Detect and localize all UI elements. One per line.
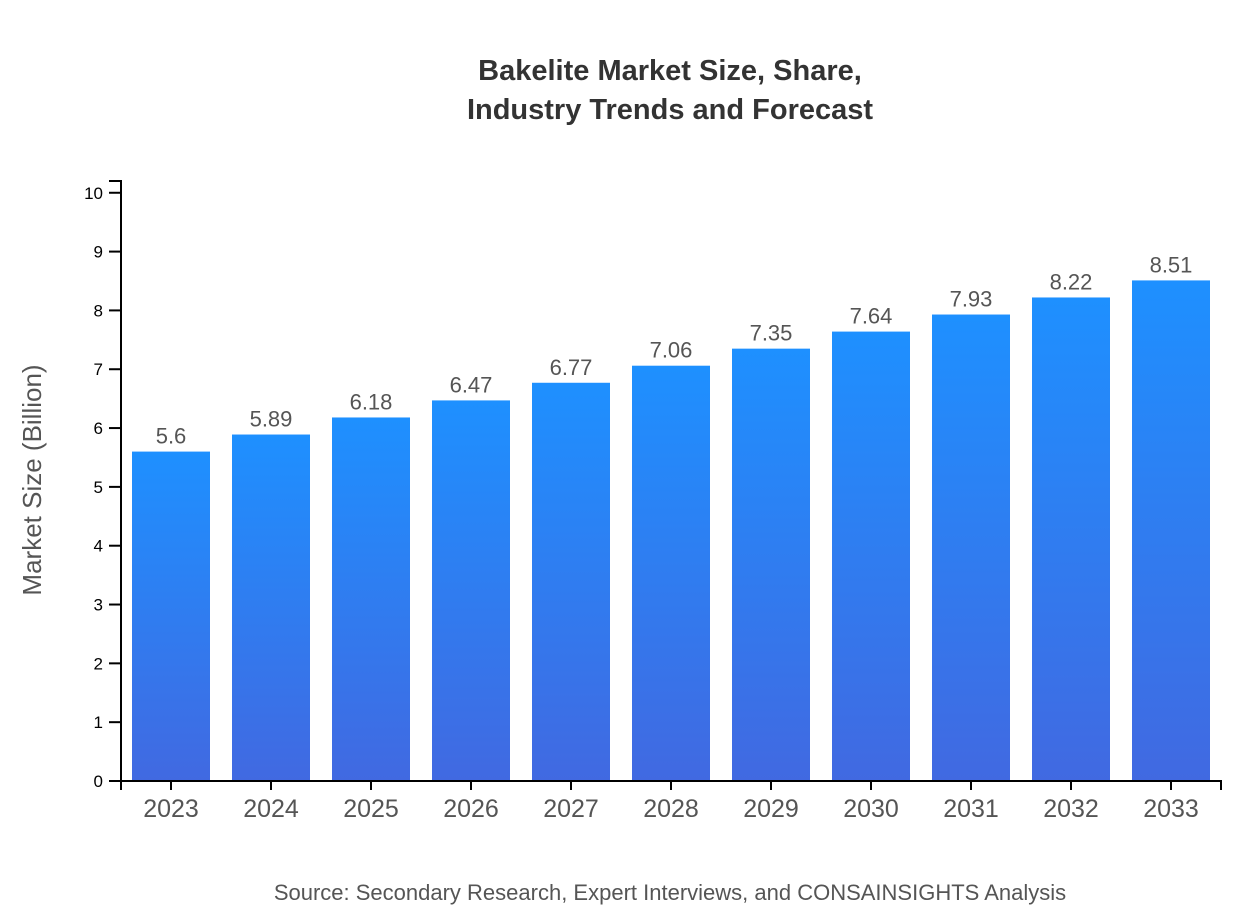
data-label-2031: 7.93 (950, 287, 993, 312)
bar-2025 (332, 417, 410, 781)
bar-2027 (532, 382, 610, 781)
chart-title-line-1: Bakelite Market Size, Share, (478, 55, 862, 87)
data-label-2029: 7.35 (750, 321, 793, 346)
bar-2029 (732, 348, 810, 781)
y-tick-label-0: 0 (94, 772, 103, 791)
x-tick-label-2032: 2032 (1043, 795, 1099, 823)
y-axis-label: Market Size (Billion) (17, 364, 47, 595)
bar-2030 (832, 331, 910, 781)
data-label-2026: 6.47 (450, 372, 493, 397)
y-tick-label-2: 2 (94, 654, 103, 673)
x-tick-label-2030: 2030 (843, 795, 899, 823)
source-note: Source: Secondary Research, Expert Inter… (274, 880, 1066, 905)
x-tick-label-2027: 2027 (543, 795, 599, 823)
x-tick-label-2025: 2025 (343, 795, 399, 823)
x-tick-label-2029: 2029 (743, 795, 799, 823)
data-label-2032: 8.22 (1050, 269, 1093, 294)
y-tick-label-5: 5 (94, 478, 103, 497)
bar-2028 (632, 365, 710, 781)
x-axis-line (120, 780, 1222, 790)
x-tick-label-2024: 2024 (243, 795, 299, 823)
chart-title-line-2: Industry Trends and Forecast (467, 94, 873, 126)
x-tick-label-2023: 2023 (143, 795, 199, 823)
y-axis-line (109, 180, 122, 782)
bar-2031 (932, 314, 1010, 781)
data-label-2023: 5.6 (156, 424, 187, 449)
y-tick-label-1: 1 (94, 713, 103, 732)
x-tick-label-2031: 2031 (943, 795, 999, 823)
bar-2023 (132, 451, 210, 781)
y-tick-label-3: 3 (94, 596, 103, 615)
y-tick-label-4: 4 (94, 537, 103, 556)
data-label-2025: 6.18 (350, 389, 393, 414)
y-axis: 0 1 2 3 4 5 6 7 8 9 10 (84, 180, 122, 791)
bar-2032 (1032, 297, 1110, 781)
y-tick-label-9: 9 (94, 243, 103, 262)
x-tick-label-2028: 2028 (643, 795, 699, 823)
x-axis: 2023 2024 2025 2026 2027 2028 2029 2030 2031 2032… (120, 780, 1222, 823)
data-label-2024: 5.89 (250, 407, 293, 432)
y-tick-label-7: 7 (94, 360, 103, 379)
x-tick-label-2026: 2026 (443, 795, 499, 823)
y-tick-label-8: 8 (94, 301, 103, 320)
x-tick-label-2033: 2033 (1143, 795, 1199, 823)
data-label-2030: 7.64 (850, 304, 893, 329)
data-label-2033: 8.51 (1150, 252, 1193, 277)
bar-2026 (432, 400, 510, 781)
bar-2024 (232, 434, 310, 781)
data-label-2027: 6.77 (550, 355, 593, 380)
y-tick-label-6: 6 (94, 419, 103, 438)
y-tick-label-10: 10 (84, 184, 103, 203)
data-label-2028: 7.06 (650, 338, 693, 363)
bar-2033 (1132, 280, 1210, 781)
bars-group: 5.6 5.89 6.18 6.47 6.77 7.06 7.35 7.64 7.93 8.22 8… (132, 252, 1210, 781)
